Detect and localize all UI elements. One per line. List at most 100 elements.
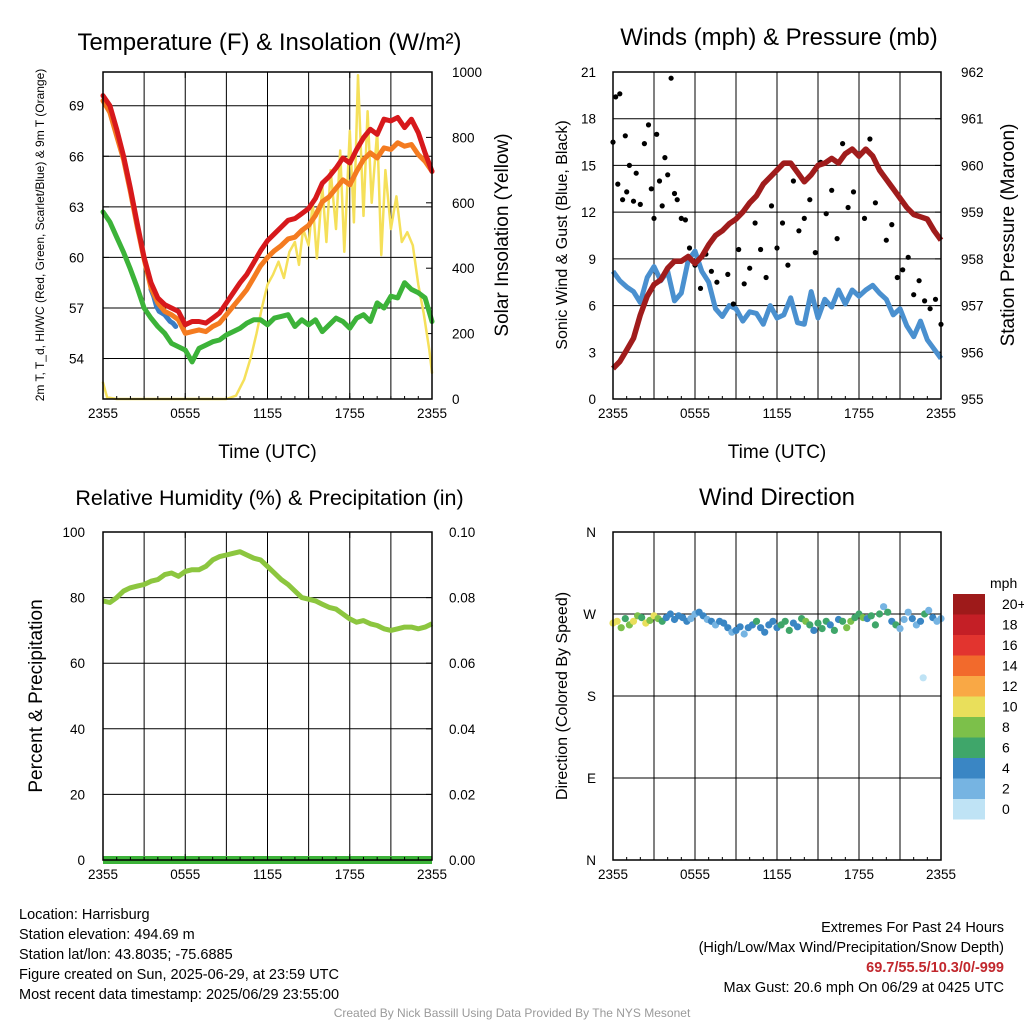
x-tick-label: 1755 — [844, 406, 874, 421]
chart-title: Wind Direction — [699, 484, 855, 511]
y-tick-label: 21 — [581, 65, 596, 80]
y2-axis-label: Solar Insolation (Yellow) — [492, 133, 513, 336]
y2-tick-label: 1000 — [452, 65, 482, 80]
gust-point — [861, 215, 868, 221]
y2-tick-label: 400 — [452, 261, 475, 276]
y2-tick-label: 0.00 — [449, 853, 475, 868]
x-tick-label: 1155 — [762, 406, 791, 421]
location-text: Location: Harrisburg — [19, 907, 150, 923]
legend-swatch — [953, 655, 985, 676]
x-tick-label: 2355 — [926, 867, 956, 882]
direction-point — [908, 615, 916, 623]
gust-point — [651, 215, 657, 221]
direction-point — [880, 603, 888, 611]
x-tick-label: 1155 — [253, 867, 282, 882]
x-tick-label: 2355 — [598, 867, 628, 882]
gust-point — [872, 200, 879, 206]
y-tick-label: 63 — [69, 200, 84, 215]
y-tick-label: 0 — [77, 853, 85, 868]
legend-swatch — [953, 614, 985, 635]
y-tick-label: 54 — [69, 352, 85, 367]
gust-point — [633, 170, 639, 176]
direction-point — [867, 612, 875, 620]
direction-point — [638, 614, 646, 622]
gust-point — [790, 178, 797, 184]
y-tick-label: S — [587, 689, 596, 704]
x-tick-label: 0555 — [680, 867, 710, 882]
x-tick-label: 0555 — [680, 406, 710, 421]
direction-point — [871, 621, 880, 629]
legend-swatch — [953, 717, 985, 738]
y2-tick-label: 0 — [452, 392, 460, 407]
gust-point — [678, 215, 684, 221]
direction-point — [621, 615, 629, 623]
direction-point — [904, 608, 912, 616]
gust-point — [774, 245, 780, 251]
extremes-info: Extremes For Past 24 Hours (High/Low/Max… — [699, 918, 1004, 998]
x-tick-label: 2355 — [417, 406, 447, 421]
x-tick-label: 2355 — [598, 406, 628, 421]
direction-point — [666, 610, 675, 618]
x-tick-label: 0555 — [170, 867, 200, 882]
gust-point — [741, 281, 747, 287]
gust-point — [714, 279, 720, 285]
y-tick-label: 12 — [581, 205, 596, 220]
gust-point — [840, 141, 846, 147]
y2-tick-label: 959 — [961, 205, 984, 220]
legend-swatch — [953, 758, 985, 779]
y2-tick-label: 955 — [961, 392, 984, 407]
y-tick-label: 69 — [69, 99, 84, 114]
series-temp — [100, 93, 435, 328]
gust-point — [916, 278, 922, 284]
station-info: Location: Harrisburg Station elevation: … — [19, 905, 339, 1005]
gust-point — [641, 141, 648, 147]
chart-title: Temperature (F) & Insolation (W/m²) — [77, 29, 461, 56]
series-dewpoint — [100, 209, 435, 365]
direction-point — [687, 615, 695, 623]
latlon-text: Station lat/lon: 43.8035; -75.6885 — [19, 947, 233, 963]
direction-point — [793, 623, 802, 631]
gust-point — [752, 220, 758, 226]
y-tick-label: 66 — [69, 149, 84, 164]
y-axis-label: 2m T, T_d, HI/WC (Red, Green, Scarlet/Bl… — [33, 69, 47, 402]
x-tick-label: 1155 — [253, 406, 282, 421]
y2-tick-label: 800 — [452, 130, 475, 145]
y-axis-label: Sonic Wind & Gust (Blue, Black) — [554, 120, 571, 349]
y2-tick-label: 0.02 — [449, 787, 475, 802]
y-tick-label: 60 — [69, 250, 84, 265]
gust-point — [656, 178, 663, 184]
legend-swatch — [953, 635, 985, 656]
direction-point — [613, 617, 621, 625]
x-tick-label: 2355 — [88, 867, 118, 882]
direction-point — [806, 621, 814, 629]
gust-point — [850, 189, 857, 195]
direction-point — [785, 626, 793, 635]
x-tick-label: 0555 — [170, 406, 200, 421]
x-tick-label: 1755 — [844, 867, 874, 882]
y2-tick-label: 960 — [961, 158, 984, 173]
elevation-text: Station elevation: 494.69 m — [19, 927, 195, 943]
gust-point — [624, 189, 630, 195]
credit-text: Created By Nick Bassill Using Data Provi… — [333, 1006, 691, 1020]
direction-point — [896, 625, 904, 633]
y2-tick-label: 0.04 — [449, 722, 476, 737]
series-solar — [101, 74, 434, 401]
direction-point — [629, 617, 638, 625]
direction-point — [925, 606, 933, 615]
legend-label: 20+ — [1002, 596, 1024, 612]
direction-point — [720, 619, 728, 627]
y-tick-label: N — [586, 525, 596, 540]
y-tick-label: E — [587, 771, 596, 786]
gust-point — [626, 162, 633, 168]
y-tick-label: N — [586, 853, 596, 868]
gust-point — [758, 246, 764, 253]
y2-tick-label: 200 — [452, 327, 475, 342]
x-tick-label: 2355 — [417, 867, 447, 882]
legend-label: 8 — [1002, 719, 1010, 735]
y-tick-label: 18 — [581, 112, 596, 127]
x-axis-label: Time (UTC) — [728, 442, 827, 463]
legend-label: 12 — [1002, 678, 1018, 694]
y2-tick-label: 0.06 — [449, 656, 475, 671]
gust-point — [801, 215, 807, 221]
